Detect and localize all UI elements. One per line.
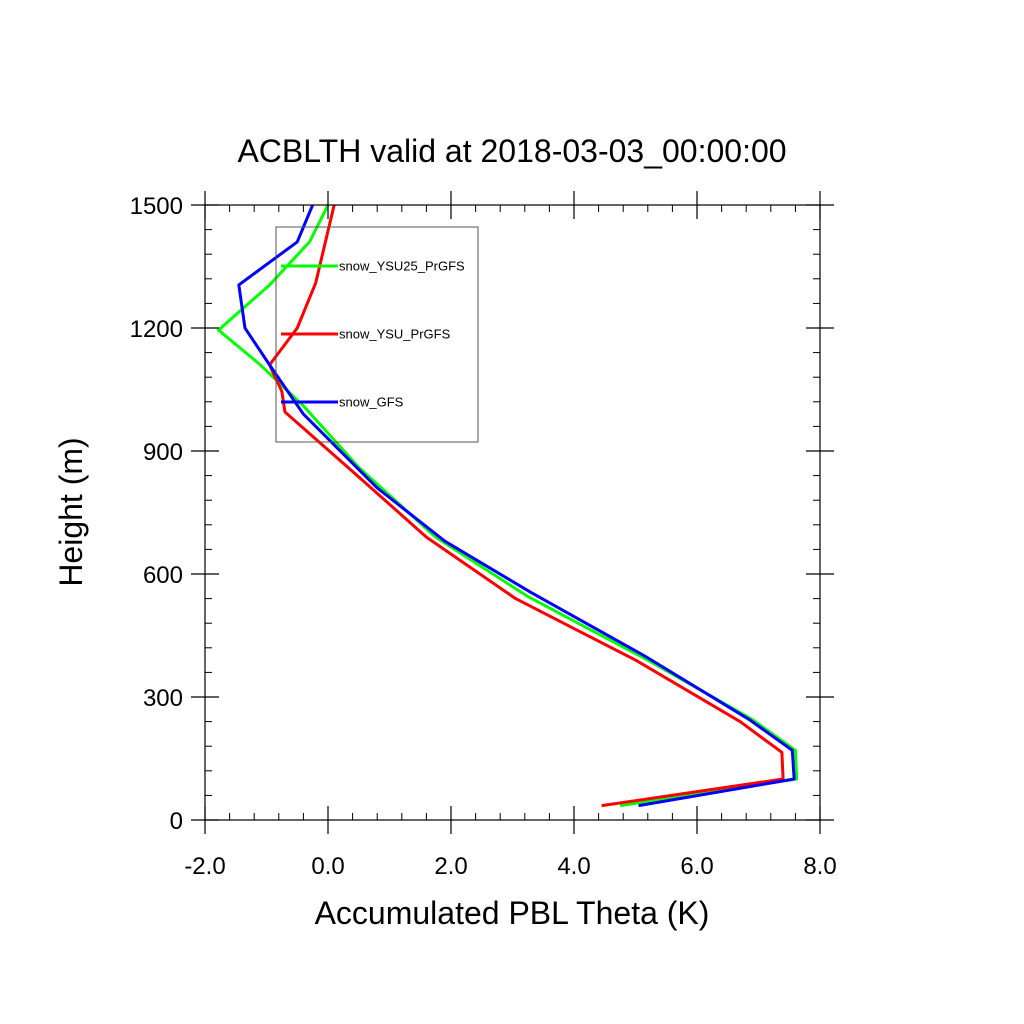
x-tick-label: 4.0: [557, 853, 590, 880]
y-tick-label: 1200: [130, 316, 183, 343]
legend-label: snow_YSU25_PrGFS: [339, 259, 465, 274]
tick-labels: -2.0 0.0 2.0 4.0 6.0 8.0 0 300 600 900 1200 1500: [130, 193, 837, 880]
legend-box: [275, 226, 479, 443]
series-line-snow_YSU25_PrGFS: [217, 204, 799, 808]
y-tick-label: 300: [143, 685, 183, 712]
y-tick-label: 900: [143, 439, 183, 466]
x-tick-label: -2.0: [184, 853, 225, 880]
x-tick-label: 2.0: [434, 853, 467, 880]
y-tick-label: 600: [143, 562, 183, 589]
legend-label: snow_GFS: [339, 395, 404, 410]
x-tick-label: 0.0: [311, 853, 344, 880]
series-line-snow_GFS: [237, 204, 796, 808]
y-tick-label: 1500: [130, 193, 183, 220]
plot-frame: [204, 204, 821, 821]
x-axis-label: Accumulated PBL Theta (K): [315, 895, 710, 931]
y-tick-label: 0: [170, 808, 183, 835]
chart-title: ACBLTH valid at 2018-03-03_00:00:00: [237, 133, 786, 169]
x-tick-label: 8.0: [803, 853, 836, 880]
y-axis-label: Height (m): [53, 437, 89, 586]
legend: snow_YSU25_PrGFS snow_YSU_PrGFS snow_GFS: [275, 226, 479, 443]
legend-label: snow_YSU_PrGFS: [339, 327, 451, 342]
x-tick-label: 6.0: [680, 853, 713, 880]
series-line-snow_YSU_PrGFS: [268, 204, 785, 808]
axis-ticks: [191, 191, 834, 834]
plot-series: [217, 204, 799, 808]
